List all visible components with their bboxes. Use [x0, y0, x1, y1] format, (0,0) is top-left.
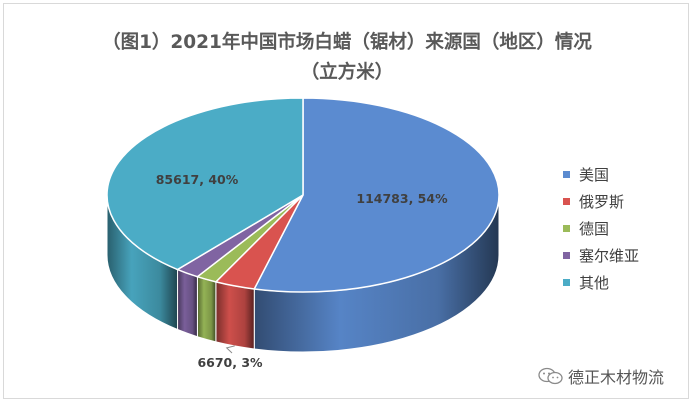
data-label-usa: 114783, 54% — [356, 191, 448, 206]
chart-subtitle: （立方米） — [300, 62, 394, 83]
legend-item-serbia: 塞尔维亚 — [563, 242, 639, 269]
legend-label-others: 其他 — [579, 274, 610, 292]
data-label-others: 85617, 40% — [156, 172, 239, 187]
legend-swatch-serbia — [563, 252, 570, 259]
chart-title: （图1）2021年中国市场白蜡（锯材）来源国（地区）情况 — [102, 32, 592, 53]
legend-item-germany: 德国 — [563, 215, 639, 242]
legend-label-germany: 德国 — [579, 220, 610, 238]
leader-line-russia — [225, 345, 235, 354]
legend-label-usa: 美国 — [579, 166, 610, 184]
pie-slice-usa — [253, 97, 500, 293]
pie-side-russia — [215, 281, 255, 350]
legend-item-others: 其他 — [563, 269, 639, 296]
wechat-icon — [538, 367, 563, 385]
legend-swatch-usa — [563, 171, 570, 178]
legend-swatch-germany — [563, 225, 570, 232]
legend-label-serbia: 塞尔维亚 — [579, 247, 640, 265]
legend-item-usa: 美国 — [563, 161, 639, 188]
legend-swatch-others — [563, 279, 570, 286]
pie-side-serbia — [177, 268, 198, 338]
watermark: 德正木材物流 — [538, 364, 664, 388]
pie-side-germany — [196, 276, 217, 343]
legend-swatch-russia — [563, 198, 570, 205]
pie-slice-others — [106, 97, 304, 271]
watermark-text: 德正木材物流 — [568, 368, 665, 387]
legend: 美国 俄罗斯 德国 塞尔维亚 其他 — [563, 161, 639, 296]
legend-label-russia: 俄罗斯 — [579, 193, 625, 211]
legend-item-russia: 俄罗斯 — [563, 188, 639, 215]
data-label-russia: 6670, 3% — [197, 355, 263, 370]
